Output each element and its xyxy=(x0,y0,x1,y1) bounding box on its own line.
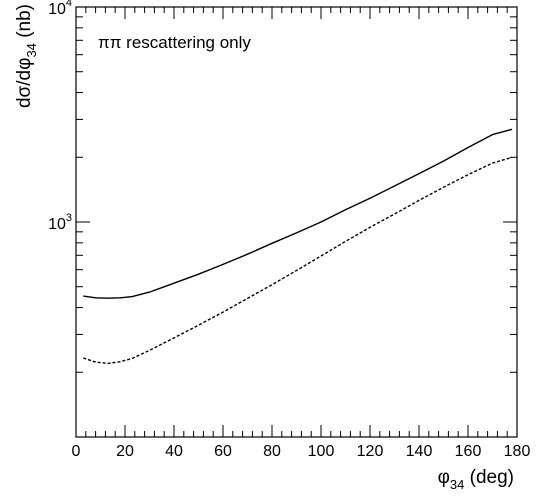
y-axis-label-subscript: 34 xyxy=(24,43,39,57)
curves xyxy=(83,128,513,365)
x-axis-label: φ34 (deg) xyxy=(438,467,514,492)
annotation: ππ rescattering only xyxy=(98,33,251,52)
x-tick-label: 180 xyxy=(504,443,531,460)
x-tick-label: 80 xyxy=(263,443,281,460)
series-line-solid xyxy=(83,128,513,299)
series-line-dashed xyxy=(83,156,513,365)
x-tick-label: 160 xyxy=(455,443,482,460)
axis-ticks xyxy=(75,7,518,438)
x-tick-label: 100 xyxy=(308,443,335,460)
x-tick-label: 120 xyxy=(357,443,384,460)
x-tick-label: 40 xyxy=(165,443,183,460)
x-axis-label-unit: (deg) xyxy=(464,467,514,488)
y-axis-label-main: dσ/dφ xyxy=(14,58,35,108)
x-tick-label: 60 xyxy=(214,443,232,460)
y-tick-label: 103 xyxy=(48,212,72,233)
x-tick-labels: 0 20 40 60 80 100 120 140 160 180 xyxy=(72,443,531,460)
x-tick-label: 140 xyxy=(406,443,433,460)
y-axis-label-unit: (nb) xyxy=(14,4,35,43)
y-tick-label-exponent: 3 xyxy=(66,212,72,224)
x-tick-label: 20 xyxy=(116,443,134,460)
x-axis-label-subscript: 34 xyxy=(450,477,464,492)
y-axis-label: dσ/dφ34 (nb) xyxy=(14,4,39,108)
y-tick-label-exponent: 4 xyxy=(66,0,72,9)
y-tick-label-base: 10 xyxy=(48,216,66,233)
x-tick-label: 0 xyxy=(72,443,81,460)
y-tick-label: 104 xyxy=(48,0,72,18)
plot-frame xyxy=(75,6,518,438)
x-axis-label-symbol: φ xyxy=(438,467,450,488)
y-tick-label-base: 10 xyxy=(48,1,66,18)
